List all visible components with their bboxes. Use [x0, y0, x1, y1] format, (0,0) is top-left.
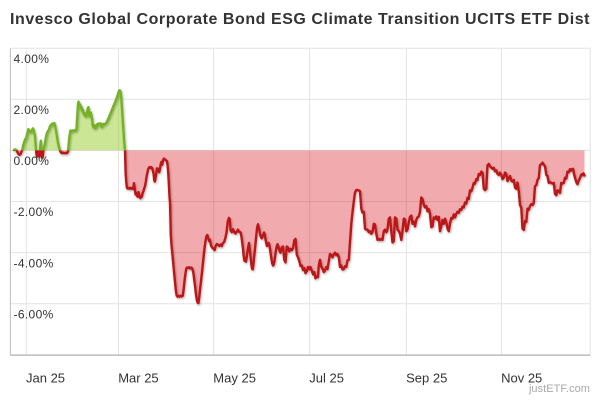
svg-text:May 25: May 25: [213, 370, 256, 385]
svg-text:-4.00%: -4.00%: [14, 256, 54, 270]
svg-text:-6.00%: -6.00%: [14, 308, 54, 322]
svg-text:Sep 25: Sep 25: [406, 370, 447, 385]
svg-text:Nov 25: Nov 25: [501, 370, 542, 385]
svg-text:2.00%: 2.00%: [14, 103, 50, 117]
svg-text:4.00%: 4.00%: [14, 52, 50, 66]
svg-text:-2.00%: -2.00%: [14, 205, 54, 219]
svg-text:Jan 25: Jan 25: [26, 370, 65, 385]
svg-text:Jul 25: Jul 25: [309, 370, 344, 385]
svg-text:justETF.com: justETF.com: [528, 383, 590, 395]
svg-text:Mar 25: Mar 25: [118, 370, 158, 385]
svg-text:0.00%: 0.00%: [14, 154, 50, 168]
